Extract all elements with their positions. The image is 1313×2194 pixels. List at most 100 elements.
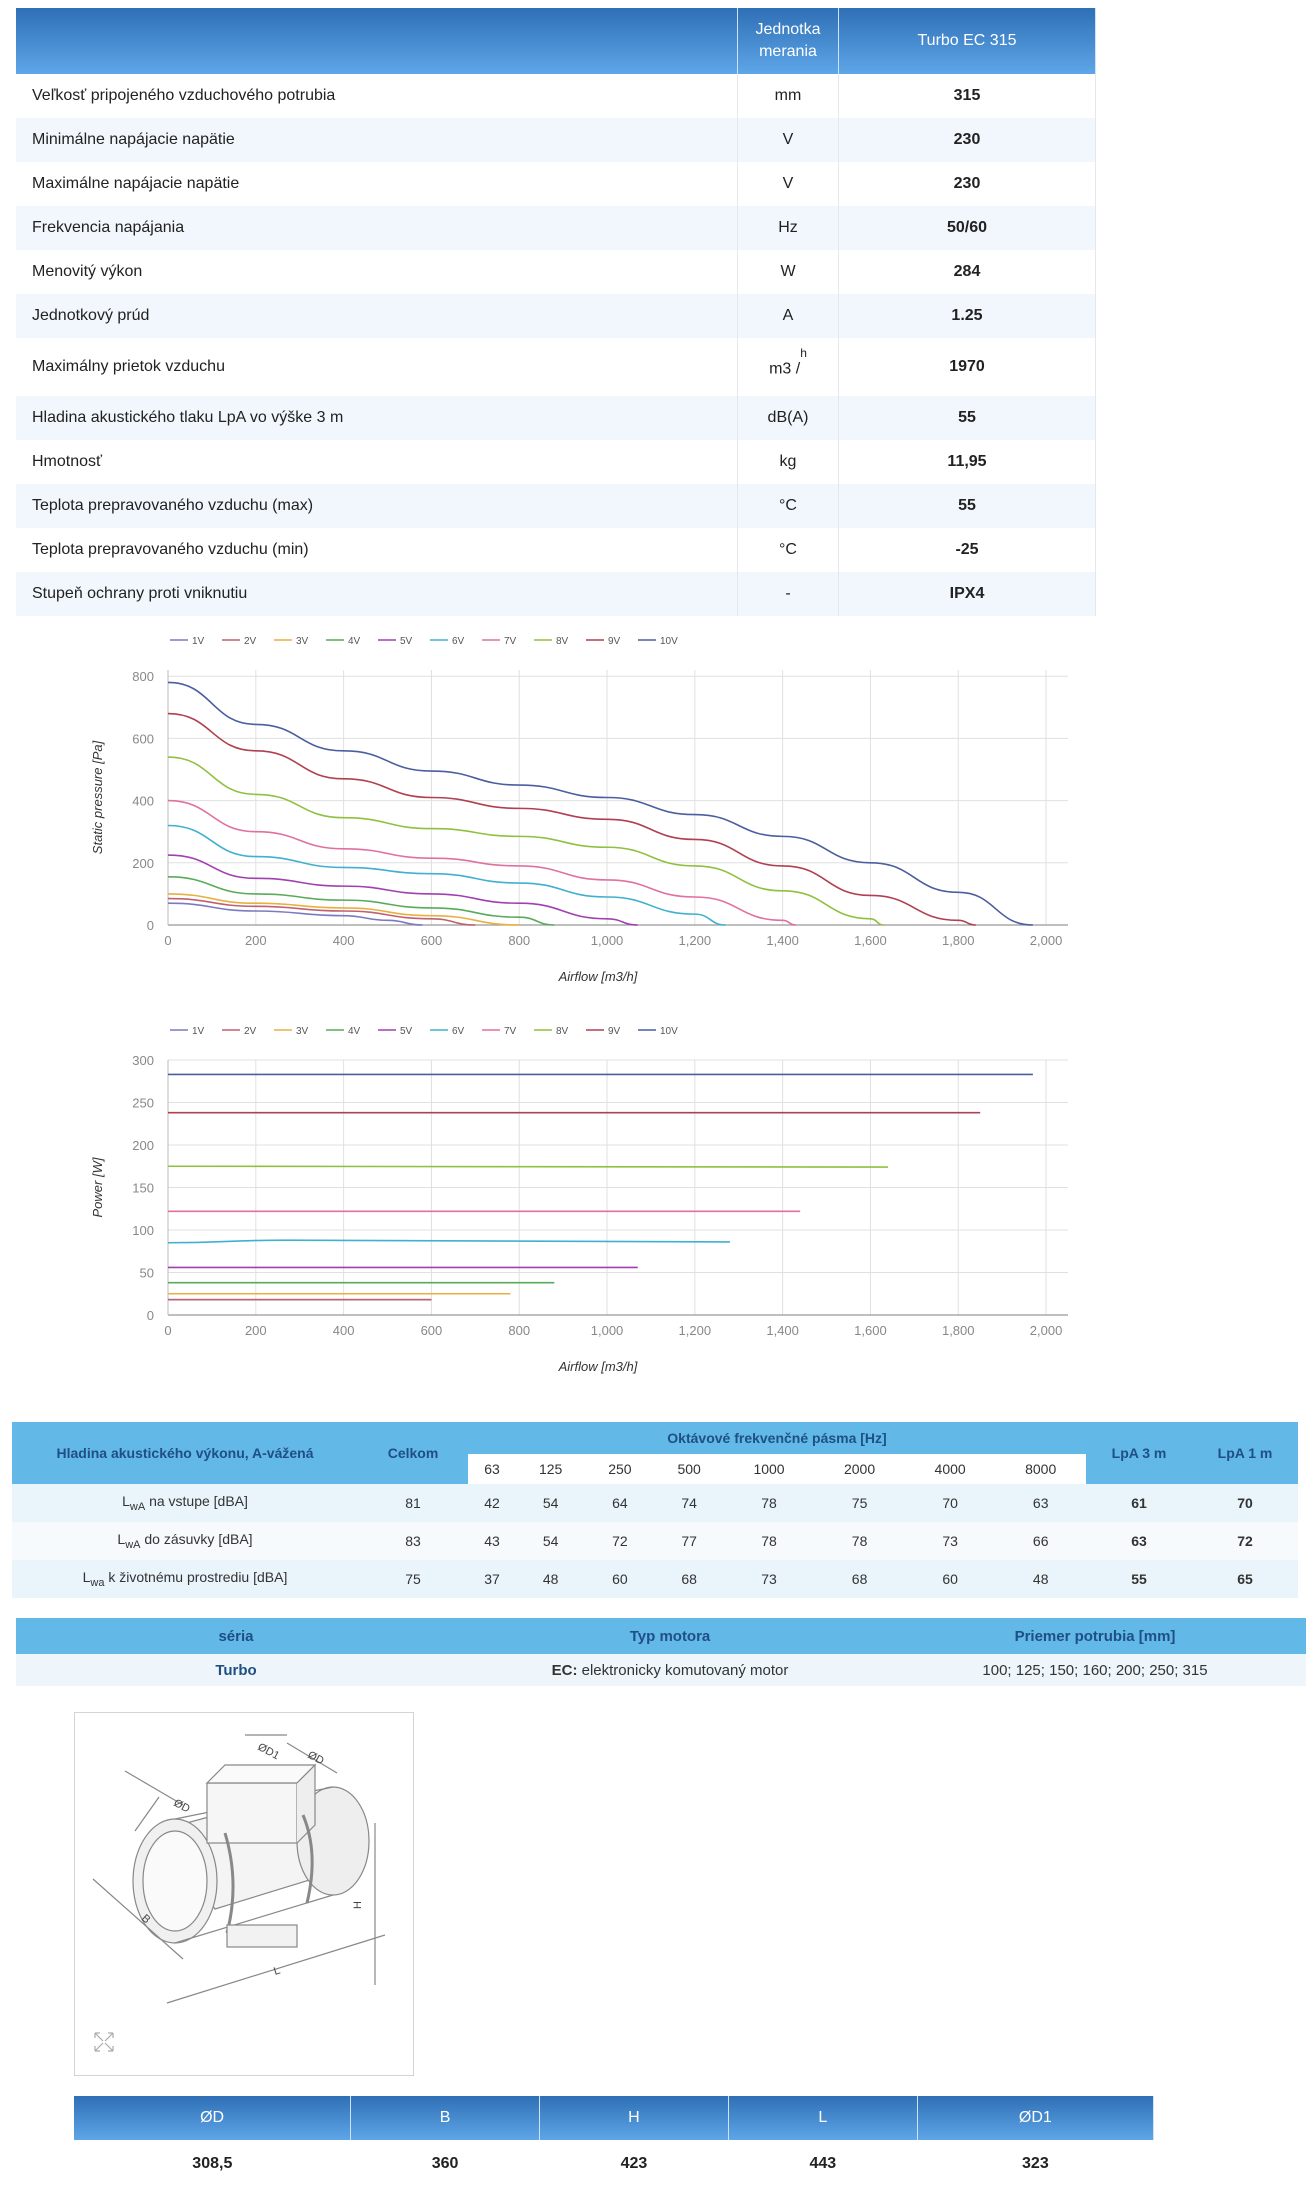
x-tick-label: 1,800 [942, 933, 975, 948]
x-tick-label: 1,200 [679, 1323, 712, 1338]
expand-icon[interactable] [94, 2032, 114, 2052]
spec-unit-text: Hz [778, 219, 798, 236]
series-line-8V [167, 1165, 889, 1168]
spec-value: 50/60 [838, 206, 1096, 250]
lpa1-header: LpA 1 m [1192, 1422, 1298, 1484]
spec-value: 230 [838, 118, 1096, 162]
spec-param: Menovitý výkon [16, 250, 738, 294]
spec-value: 55 [838, 484, 1096, 528]
acoustic-band-value: 37 [468, 1560, 516, 1598]
spec-unit-text: mm [774, 87, 802, 104]
dimension-header: ØD [74, 2096, 352, 2140]
lpa3-header: LpA 3 m [1086, 1422, 1192, 1484]
x-tick-label: 400 [333, 1323, 355, 1338]
acoustic-table: Hladina akustického výkonu, A-vážená Cel… [12, 1422, 1298, 1598]
spec-param: Frekvencia napájania [16, 206, 738, 250]
spec-row: Hladina akustického tlaku LpA vo výške 3… [16, 396, 1096, 440]
spec-table: Jednotka merania Turbo EC 315 Veľkosť pr… [16, 8, 1096, 616]
acoustic-band-value: 60 [585, 1560, 655, 1598]
octave-band: 8000 [995, 1454, 1086, 1484]
motor-description: elektronicky komutovaný motor [577, 1661, 789, 1679]
legend-label: 7V [504, 1026, 517, 1037]
spec-row: Frekvencia napájania Hz 50/60 [16, 206, 1096, 250]
lw-subscript: wA [129, 1500, 146, 1513]
y-axis-label: Static pressure [Pa] [90, 740, 105, 854]
spec-unit: Hz [737, 206, 839, 250]
y-axis-label: Power [W] [90, 1157, 105, 1217]
diameter-value: 100; 125; 150; 160; 200; 250; 315 [884, 1654, 1306, 1686]
fan-drawing: ØD1 ØD ØD B H L [92, 1734, 386, 2052]
lw-symbol: L [82, 1569, 91, 1586]
octave-band: 500 [654, 1454, 724, 1484]
spec-unit: m3 /h [737, 338, 839, 396]
legend-label: 3V [296, 636, 309, 647]
spec-body: Veľkosť pripojeného vzduchového potrubia… [16, 74, 1096, 616]
spec-row: Teplota prepravovaného vzduchu (min) °C -2… [16, 528, 1096, 572]
acoustic-band-value: 72 [585, 1522, 655, 1560]
acoustic-row-label: LwA na vstupe [dBA] [12, 1484, 358, 1522]
x-tick-label: 1,600 [854, 1323, 887, 1338]
spec-param: Maximálny prietok vzduchu [16, 338, 738, 396]
dimension-header: B [350, 2096, 541, 2140]
octave-bands-row: 63 125 250 500 1000 2000 4000 8000 [12, 1454, 1298, 1484]
series-line-5V [167, 854, 638, 926]
legend-label: 5V [400, 636, 413, 647]
spec-header-param [16, 8, 738, 74]
acoustic-label-text: do zásuvky [dBA] [144, 1531, 253, 1548]
x-tick-label: 600 [421, 1323, 443, 1338]
legend-label: 2V [244, 1026, 257, 1037]
acoustic-row: Lwa k životnému prostrediu [dBA] 75 37 48 60… [12, 1560, 1298, 1598]
spec-value: 11,95 [838, 440, 1096, 484]
legend-label: 2V [244, 636, 257, 647]
acoustic-lpa3: 55 [1086, 1560, 1192, 1598]
x-tick-label: 800 [508, 933, 530, 948]
acoustic-band-value: 54 [516, 1522, 586, 1560]
spec-unit: °C [737, 528, 839, 572]
spec-unit-text: °C [779, 541, 797, 558]
motor-type: EC: [551, 1661, 578, 1679]
spec-row: Minimálne napájacie napätie V 230 [16, 118, 1096, 162]
spec-param: Hmotnosť [16, 440, 738, 484]
acoustic-lpa1: 72 [1192, 1522, 1298, 1560]
octave-band: 250 [585, 1454, 655, 1484]
x-tick-label: 800 [508, 1323, 530, 1338]
legend-label: 6V [452, 1026, 465, 1037]
series-table: séria Typ motora Priemer potrubia [mm] T… [16, 1618, 1306, 1686]
spec-header: Jednotka merania Turbo EC 315 [16, 8, 1096, 74]
acoustic-label-text: na vstupe [dBA] [149, 1493, 248, 1510]
series-line-8V [167, 756, 884, 926]
x-axis-label: Airflow [m3/h] [558, 1359, 638, 1374]
power-chart: 1V 2V 3V 4V 5V 6V 7V 8V 9V 10V 0 200 400 600 800 1,000 1… [90, 1026, 1068, 1374]
x-tick-label: 1,800 [942, 1323, 975, 1338]
spec-value: 1.25 [838, 294, 1096, 338]
acoustic-band-value: 75 [814, 1484, 905, 1522]
dimension-value: 423 [620, 2155, 648, 2172]
x-tick-label: 2,000 [1030, 1323, 1063, 1338]
pressure-chart: 1V 2V 3V 4V 5V 6V 7V 8V 9V 10V 0 200 400 600 800 1,000 1… [90, 636, 1068, 984]
spec-row: Hmotnosť kg 11,95 [16, 440, 1096, 484]
legend-label: 10V [660, 1026, 678, 1037]
fan-dimension-diagram[interactable]: ØD1 ØD ØD B H L [74, 1712, 414, 2076]
x-tick-label: 1,000 [591, 1323, 624, 1338]
octave-band: 4000 [904, 1454, 996, 1484]
spec-unit-text: V [782, 131, 794, 148]
x-tick-label: 200 [245, 1323, 267, 1338]
acoustic-total: 75 [358, 1560, 468, 1598]
spec-value: 230 [838, 162, 1096, 206]
acoustic-band-value: 64 [585, 1484, 655, 1522]
spec-row: Teplota prepravovaného vzduchu (max) °C 55 [16, 484, 1096, 528]
acoustic-band-value: 70 [904, 1484, 996, 1522]
series-header: séria [16, 1618, 456, 1654]
spec-unit: - [737, 572, 839, 616]
x-tick-label: 200 [245, 933, 267, 948]
legend-label: 4V [348, 1026, 361, 1037]
spec-header-model: Turbo EC 315 [838, 8, 1096, 74]
x-tick-label: 0 [164, 933, 171, 948]
acoustic-band-value: 73 [723, 1560, 815, 1598]
spec-row: Maximálny prietok vzduchu m3 /h 1970 [16, 338, 1096, 396]
y-tick-label: 150 [132, 1181, 154, 1196]
spec-param: Stupeň ochrany proti vniknutiu [16, 572, 738, 616]
legend-label: 9V [608, 636, 621, 647]
octave-band: 125 [516, 1454, 586, 1484]
acoustic-band-value: 60 [904, 1560, 996, 1598]
